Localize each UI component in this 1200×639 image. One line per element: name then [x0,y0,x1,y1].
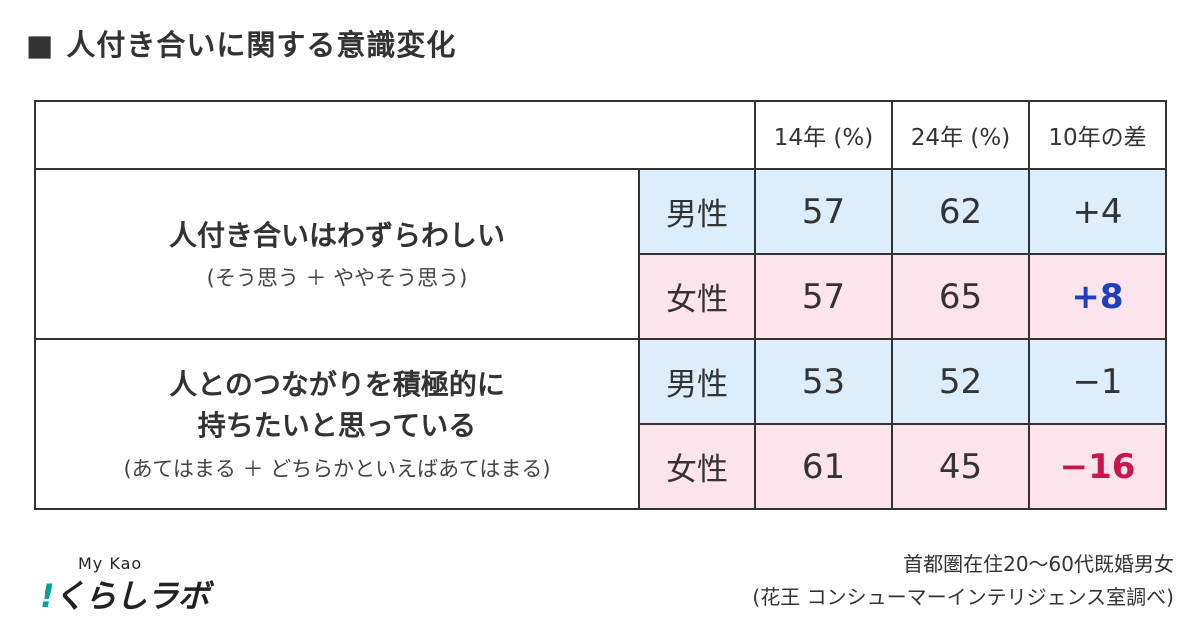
value-cell-14: 53 [754,338,893,425]
table-row: 人とのつながりを積極的に 持ちたいと思っている (あてはまる ＋ どちらかといえ… [34,338,1167,510]
value-cell-24: 62 [891,168,1030,255]
column-header-diff: 10年の差 [1028,100,1167,170]
source-note: 首都圏在住20〜60代既婚男女 (花王 コンシューマーインテリジェンス室調べ) [752,548,1174,614]
source-line-2: (花王 コンシューマーインテリジェンス室調べ) [752,585,1174,609]
row-sublabel: (あてはまる ＋ どちらかといえばあてはまる) [123,456,551,481]
row-label-cell: 人とのつながりを積極的に 持ちたいと思っている (あてはまる ＋ どちらかといえ… [34,338,640,510]
page-title-text: 人付き合いに関する意識変化 [66,28,457,62]
diff-cell: +4 [1028,168,1167,255]
data-table: 14年 (%) 24年 (%) 10年の差 人付き合いはわずらわしい (そう思う… [34,100,1167,510]
source-line-1: 首都圏在住20〜60代既婚男女 [903,552,1174,576]
value-cell-24: 52 [891,338,1030,425]
header-empty-cell [34,100,756,170]
logo-top-text: My Kao [78,554,143,573]
column-header-24: 24年 (%) [891,100,1030,170]
table-row: 女性 61 45 −16 [35,423,1167,510]
diff-cell: −1 [1028,338,1167,425]
logo-bottom: !くらしラボ [40,571,210,617]
gender-label-male: 男性 [638,168,756,255]
value-cell-24: 65 [891,253,1030,340]
value-cell-24: 45 [891,423,1030,510]
brand-logo: My Kao !くらしラボ [40,554,210,617]
value-cell-14: 61 [754,423,893,510]
value-cell-14: 57 [754,168,893,255]
table-row: 女性 57 65 +8 [35,253,1167,340]
page-title: ■ 人付き合いに関する意識変化 [26,22,456,64]
logo-bottom-text: くらしラボ [53,577,210,615]
square-bullet-icon: ■ [26,28,55,62]
row-label-cell: 人付き合いはわずらわしい (そう思う ＋ ややそう思う) [34,168,640,340]
value-cell-14: 57 [754,253,893,340]
header-row: 14年 (%) 24年 (%) 10年の差 [34,100,1167,170]
logo-mark-icon: ! [40,577,55,615]
diff-cell-highlight: −16 [1028,423,1167,510]
gender-label-female: 女性 [638,253,756,340]
row-label-line-2: 持ちたいと思っている [197,409,477,442]
column-header-14: 14年 (%) [754,100,893,170]
row-label-line-1: 人とのつながりを積極的に [169,368,505,402]
table-row: 人付き合いはわずらわしい (そう思う ＋ ややそう思う) 男性 57 62 +4 [34,168,1167,340]
gender-label-female: 女性 [638,423,756,510]
diff-cell-highlight: +8 [1028,253,1167,340]
row-sublabel: (そう思う ＋ ややそう思う) [206,266,468,291]
gender-label-male: 男性 [638,338,756,425]
row-label: 人付き合いはわずらわしい [168,218,505,252]
